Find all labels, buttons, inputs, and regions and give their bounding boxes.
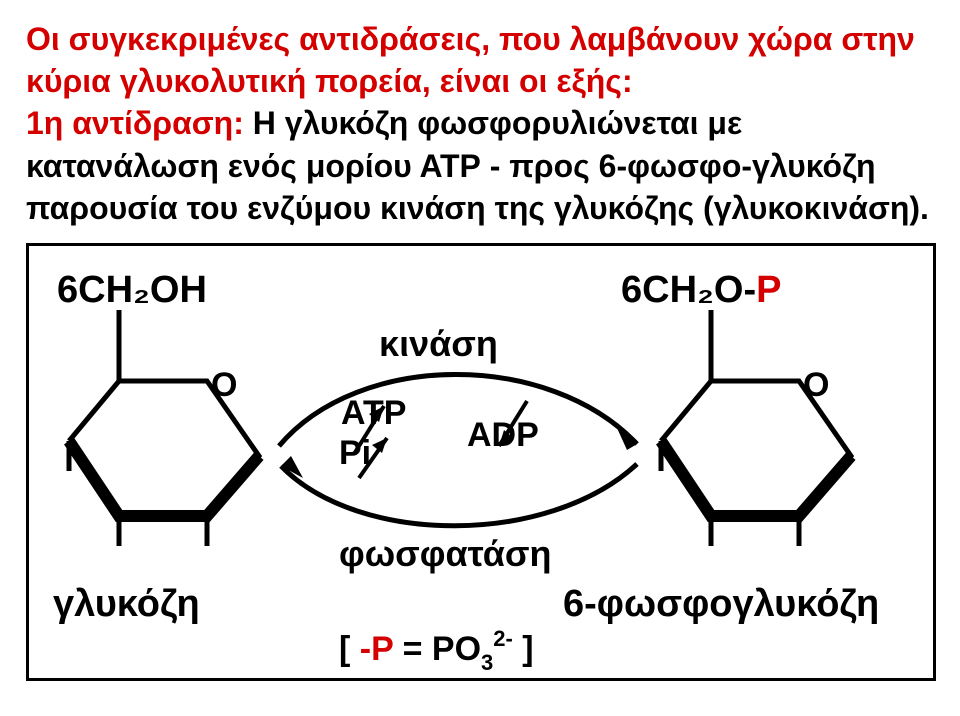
headline: Οι συγκεκριμένες αντιδράσεις, που λαμβάν… <box>26 18 934 229</box>
glucose-ring: O <box>69 341 259 546</box>
ch2op-right: 6CH₂O-P <box>621 269 781 311</box>
atp-label: ATP <box>341 394 406 432</box>
phosphatase-arrow <box>281 456 637 526</box>
reaction-diagram: O 6CH₂OH O 6CH₂O-P <box>26 243 936 681</box>
glucose-label: γλυκόζη <box>53 583 200 625</box>
phosphatase-label: φωσφατάση <box>339 533 551 574</box>
adp-label: ADP <box>467 416 539 454</box>
slide: Οι συγκεκριμένες αντιδράσεις, που λαμβάν… <box>0 0 960 716</box>
headline-intro: Οι συγκεκριμένες αντιδράσεις, που λαμβάν… <box>26 21 915 99</box>
kinase-arrow <box>279 375 637 451</box>
kinase-label: κινάση <box>379 323 498 364</box>
ring-o-right: O <box>803 366 829 404</box>
pi-label: Pi <box>339 434 371 472</box>
ch2oh-left: 6CH₂OH <box>57 269 207 311</box>
step-label: 1η αντίδραση: <box>26 105 244 141</box>
diagram-svg: O 6CH₂OH O 6CH₂O-P <box>29 246 933 678</box>
g6p-label: 6-φωσφογλυκόζη <box>563 583 879 625</box>
ring-o-left: O <box>211 366 237 404</box>
footnote: [ -P = PO32- ] <box>339 626 534 675</box>
g6p-ring: O <box>661 341 851 546</box>
